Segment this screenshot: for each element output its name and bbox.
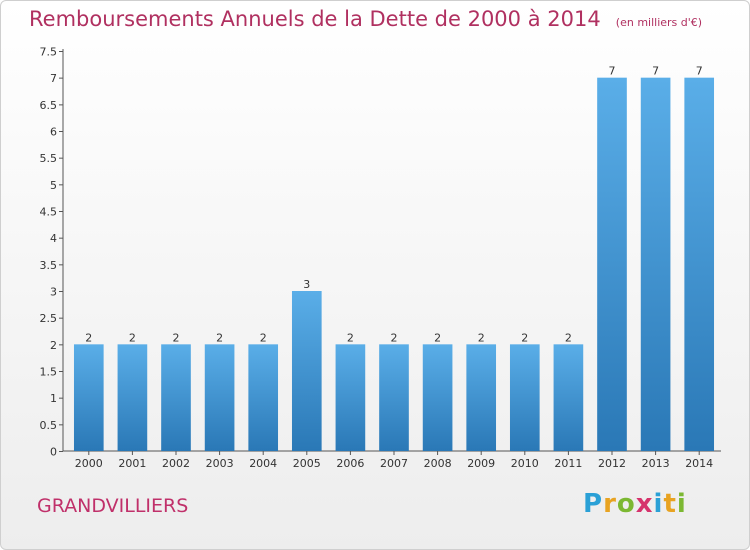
bar-value-label: 2 xyxy=(216,331,223,344)
bar-value-label: 7 xyxy=(696,65,703,78)
x-tick-label: 2001 xyxy=(118,457,146,470)
y-tick-label: 7.5 xyxy=(40,46,58,59)
logo-letter: i xyxy=(653,489,664,519)
bar-2013 xyxy=(640,77,671,452)
x-tick-label: 2007 xyxy=(380,457,408,470)
bar-2001 xyxy=(117,344,148,451)
y-tick-label: 7 xyxy=(50,72,57,85)
bar-2002 xyxy=(161,344,191,451)
axes: 0 0.5 1 1.5 2 2.5 3 3.5 4 4.5 5 5.5 6 6.5 7 7.5 xyxy=(40,46,721,459)
bar-2008 xyxy=(422,344,453,451)
y-tick-label: 2.5 xyxy=(40,312,58,325)
y-tick-label: 5 xyxy=(50,179,57,192)
bar-2009 xyxy=(466,344,497,451)
bar-2004 xyxy=(248,344,279,451)
logo-letter: o xyxy=(616,489,636,519)
logo-letter: r xyxy=(603,489,617,519)
x-tick-label: 2004 xyxy=(249,457,277,470)
x-tick-label: 2008 xyxy=(424,457,452,470)
x-tick-label: 2012 xyxy=(598,457,626,470)
proxiti-logo: Proxiti xyxy=(583,489,687,519)
bar-2006 xyxy=(335,344,366,451)
title-text: Remboursements Annuels de la Dette de 20… xyxy=(29,7,601,31)
bar-value-label: 2 xyxy=(391,331,398,344)
bar-value-label: 2 xyxy=(129,331,136,344)
town-name: GRANDVILLIERS xyxy=(37,495,189,517)
x-tick-label: 2010 xyxy=(511,457,539,470)
y-tick-label: 1.5 xyxy=(40,366,58,379)
x-tick-label: 2009 xyxy=(467,457,495,470)
bar-value-label: 7 xyxy=(609,65,616,78)
bar-2014 xyxy=(684,77,715,452)
x-tick-label: 2013 xyxy=(642,457,670,470)
y-tick-label: 3.5 xyxy=(40,259,58,272)
y-tick-label: 6 xyxy=(50,126,57,139)
bar-value-label: 2 xyxy=(347,331,354,344)
x-tick-label: 2003 xyxy=(206,457,234,470)
bar-value-label: 3 xyxy=(303,278,310,291)
x-tick-label: 2002 xyxy=(162,457,190,470)
bar-2010 xyxy=(509,344,540,451)
y-tick-label: 0 xyxy=(50,446,57,459)
x-tick-label: 2011 xyxy=(554,457,582,470)
bar-2003 xyxy=(204,344,235,451)
bar-2005 xyxy=(291,291,322,451)
logo-letter: P xyxy=(583,489,604,519)
x-tick-label: 2014 xyxy=(685,457,713,470)
y-tick-label: 2 xyxy=(50,339,57,352)
y-tick-label: 6.5 xyxy=(40,99,58,112)
y-tick-label: 1 xyxy=(50,392,57,405)
bars-group: 2 2 2 2 2 3 2 2 2 2 2 2 7 7 7 xyxy=(73,65,715,452)
bar-value-label: 2 xyxy=(434,331,441,344)
y-tick-label: 0.5 xyxy=(40,419,58,432)
bar-2007 xyxy=(379,344,409,451)
bar-2000 xyxy=(73,344,104,451)
bar-2012 xyxy=(597,77,627,452)
bar-value-label: 2 xyxy=(85,331,92,344)
y-tick-label: 5.5 xyxy=(40,152,58,165)
y-tick-label: 3 xyxy=(50,286,57,299)
bar-value-label: 2 xyxy=(478,331,485,344)
x-tick-label: 2005 xyxy=(293,457,321,470)
logo-letter: x xyxy=(635,489,654,519)
x-tick-labels: 2000 2001 2002 2003 2004 2005 2006 2007 2008 2009… xyxy=(75,451,713,470)
bar-value-label: 2 xyxy=(260,331,267,344)
chart-title: Remboursements Annuels de la Dette de 20… xyxy=(29,7,702,31)
x-tick-label: 2006 xyxy=(336,457,364,470)
bar-value-label: 7 xyxy=(652,65,659,78)
bar-value-label: 2 xyxy=(565,331,572,344)
y-tick-label: 4 xyxy=(50,232,57,245)
unit-text: (en milliers d'€) xyxy=(615,16,703,29)
bar-2011 xyxy=(553,344,584,451)
bar-value-label: 2 xyxy=(173,331,180,344)
bar-value-label: 2 xyxy=(521,331,528,344)
logo-letter: i xyxy=(676,489,687,519)
y-tick-label: 4.5 xyxy=(40,206,58,219)
x-tick-label: 2000 xyxy=(75,457,103,470)
logo-letter: t xyxy=(663,489,677,519)
